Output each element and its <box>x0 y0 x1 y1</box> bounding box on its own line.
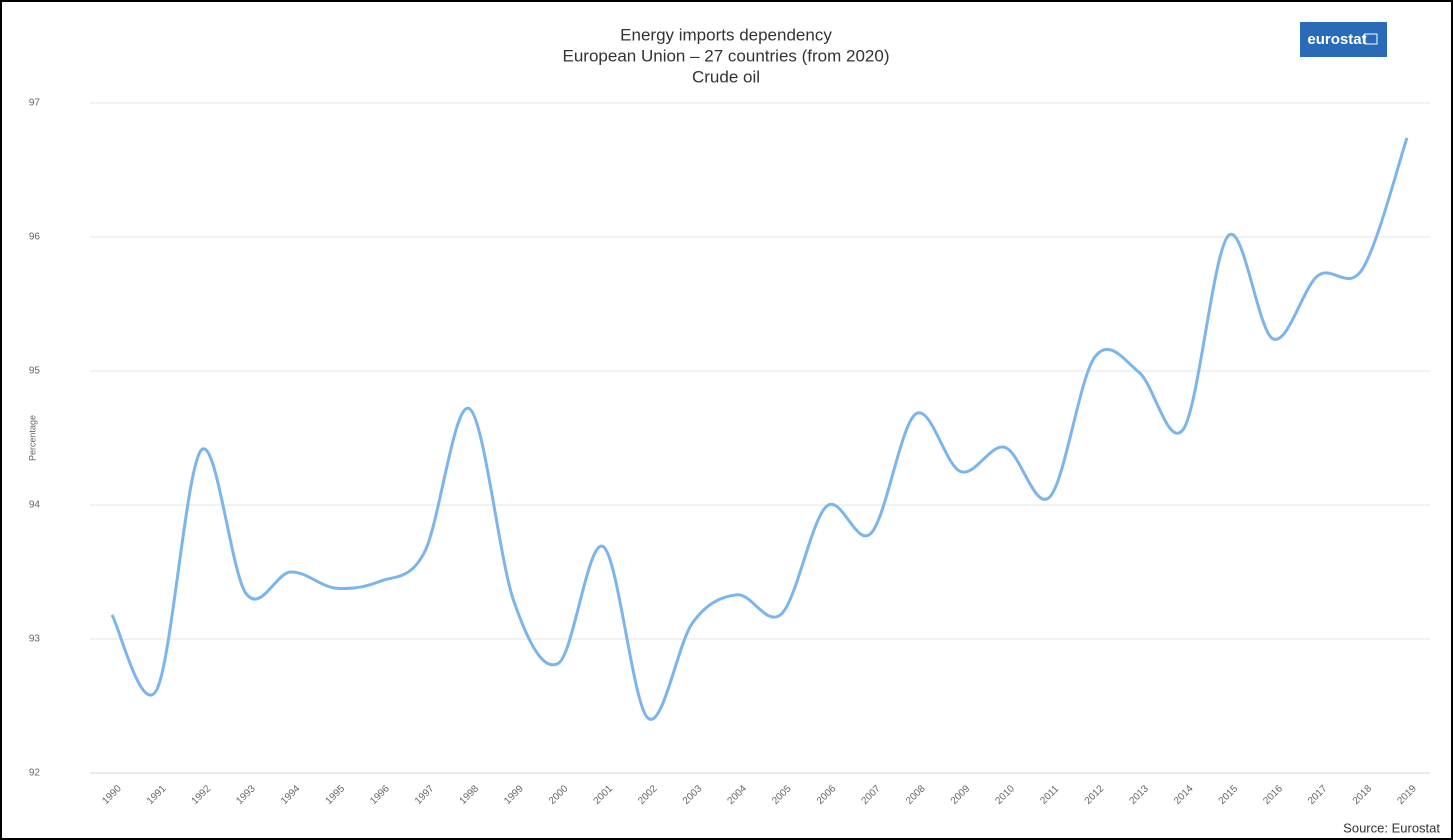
x-tick-label: 2003 <box>681 783 705 807</box>
x-tick-label: 1992 <box>190 783 214 807</box>
x-tick-label: 2017 <box>1306 783 1330 807</box>
x-tick-label: 1993 <box>234 783 258 807</box>
x-tick-label: 2007 <box>859 783 883 807</box>
logo-box <box>1300 22 1387 57</box>
y-tick-label: 95 <box>29 366 41 377</box>
y-tick-label: 92 <box>29 768 41 779</box>
chart-subtitle: European Union – 27 countries (from 2020… <box>563 46 890 65</box>
x-tick-label: 2014 <box>1172 783 1196 807</box>
x-tick-label: 2006 <box>815 783 839 807</box>
x-tick-label: 2016 <box>1261 783 1285 807</box>
source: Source: Eurostat <box>1343 820 1440 835</box>
chart-subtitle: Crude oil <box>692 67 760 86</box>
x-tick-label: 2009 <box>949 783 973 807</box>
x-tick-label: 2012 <box>1083 783 1107 807</box>
x-tick-label: 1995 <box>324 783 348 807</box>
x-tick-label: 1996 <box>368 783 392 807</box>
y-tick-label: 97 <box>29 98 41 109</box>
x-tick-label: 1990 <box>100 783 124 807</box>
y-tick-label: 94 <box>29 500 41 511</box>
x-tick-label: 2011 <box>1038 783 1061 806</box>
x-tick-label: 2013 <box>1127 783 1151 807</box>
x-tick-label: 1994 <box>279 783 303 807</box>
y-tick-label: 96 <box>29 232 41 243</box>
x-tick-label: 1998 <box>458 783 482 807</box>
x-tick-label: 1997 <box>413 783 437 807</box>
x-tick-label: 2010 <box>993 783 1017 807</box>
x-tick-label: 2019 <box>1395 783 1419 807</box>
x-tick-label: 2015 <box>1217 783 1241 807</box>
x-tick-label: 2004 <box>726 783 750 807</box>
x-tick-label: 2008 <box>904 783 928 807</box>
x-tick-label: 2018 <box>1351 783 1375 807</box>
x-tick-label: 1991 <box>145 783 169 807</box>
chart-title: Energy imports dependency <box>620 25 832 44</box>
x-tick-label: 2002 <box>636 783 660 807</box>
x-tick-label: 2001 <box>592 783 616 807</box>
y-tick-label: 93 <box>29 634 41 645</box>
x-tick-label: 1999 <box>502 783 526 807</box>
x-tick-label: 2000 <box>547 783 571 807</box>
logo-flag <box>1364 33 1378 45</box>
line <box>110 137 1409 721</box>
x-tick-label: 2005 <box>770 783 794 807</box>
logo: eurostat <box>1307 31 1366 48</box>
y-axis-label: Percentage <box>27 415 37 461</box>
